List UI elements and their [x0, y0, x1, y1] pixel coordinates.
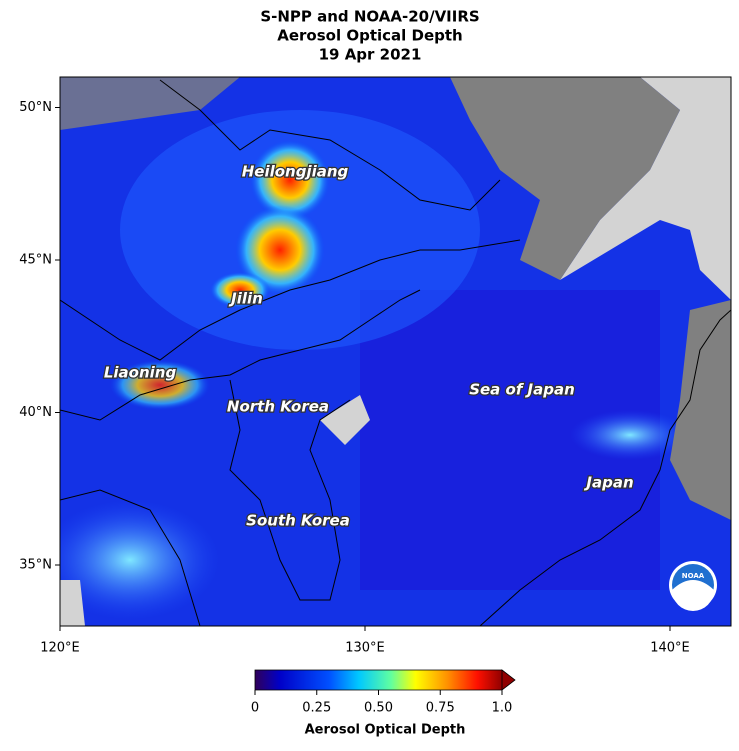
y-tick-label: 45°N: [19, 253, 52, 268]
region-label: Heilongjiang: [242, 163, 349, 181]
region-label: Sea of Japan: [469, 381, 575, 399]
border: [60, 239, 521, 361]
colorbar: [255, 670, 502, 690]
region-label: South Korea: [246, 512, 350, 530]
haze-region: [60, 500, 220, 620]
land: [320, 395, 370, 445]
coastline: [229, 379, 351, 601]
chart-title: Aerosol Optical Depth: [277, 27, 462, 45]
haze-region: [570, 410, 690, 460]
colorbar-tick-label: 1.0: [492, 701, 513, 716]
colorbar-extend: [501, 669, 516, 691]
y-tick-label: 40°N: [19, 405, 52, 420]
x-tick-label: 120°E: [40, 641, 80, 656]
land: [560, 77, 731, 300]
map: NOAA: [60, 77, 731, 626]
region-label: Japan: [583, 474, 633, 492]
land: [450, 77, 680, 280]
land: [60, 580, 85, 626]
x-tick-label: 140°E: [650, 641, 690, 656]
region-label: North Korea: [227, 398, 329, 416]
land: [60, 77, 240, 130]
colorbar-label: Aerosol Optical Depth: [305, 723, 466, 738]
coastline: [479, 309, 731, 626]
haze-region: [250, 140, 330, 220]
region-label: Jilin: [228, 290, 263, 308]
colorbar-tick-label: 0.25: [302, 701, 331, 716]
region-label: Liaoning: [104, 364, 177, 382]
logo-text: NOAA: [682, 572, 705, 580]
colorbar-tick-label: 0.50: [364, 701, 393, 716]
coastline: [60, 489, 201, 626]
colorbar-tick-label: 0.75: [426, 701, 455, 716]
haze-region: [210, 272, 270, 308]
x-tick-label: 130°E: [345, 641, 385, 656]
y-tick-label: 50°N: [19, 100, 52, 115]
coastline: [60, 289, 421, 421]
logo: NOAA: [669, 561, 717, 611]
colorbar-tick-label: 0: [251, 701, 259, 716]
y-tick-label: 35°N: [19, 558, 52, 573]
haze-region: [235, 205, 325, 295]
chart-title: 19 Apr 2021: [319, 46, 422, 64]
land: [670, 300, 731, 520]
border: [159, 79, 501, 211]
map-frame: [59, 76, 732, 627]
chart-title: S-NPP and NOAA-20/VIIRS: [260, 8, 479, 26]
haze-region: [110, 360, 210, 410]
